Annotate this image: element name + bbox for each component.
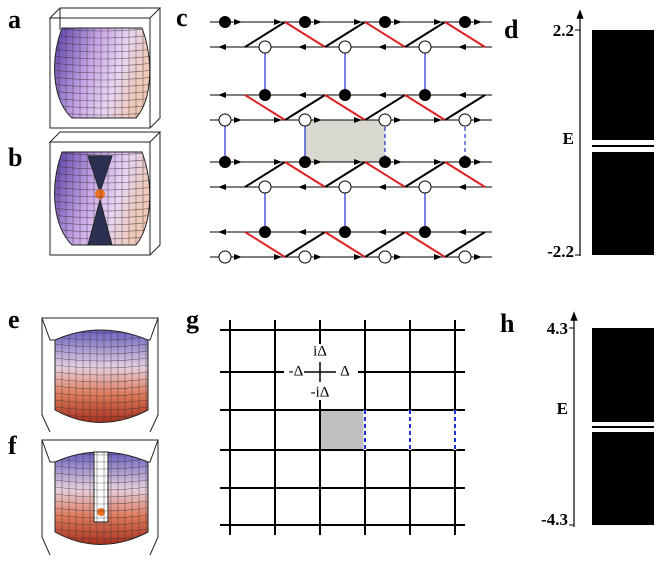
hopping-label: iΔ xyxy=(313,343,327,359)
panel-label: h xyxy=(500,309,515,338)
band xyxy=(592,432,654,525)
site xyxy=(419,181,431,193)
site xyxy=(299,114,311,126)
spectrum-axis-label: E xyxy=(563,129,574,148)
site xyxy=(259,89,271,101)
panel-label: a xyxy=(8,5,21,34)
site xyxy=(259,41,271,53)
site xyxy=(379,251,391,263)
node-dot xyxy=(95,189,105,199)
panel-label: b xyxy=(8,143,22,172)
hopping-label: -iΔ xyxy=(311,384,330,400)
site xyxy=(379,114,391,126)
site xyxy=(379,16,391,28)
site xyxy=(419,41,431,53)
band xyxy=(592,30,654,140)
site xyxy=(339,226,351,238)
spectra xyxy=(569,14,654,527)
surfaces xyxy=(42,8,160,563)
site xyxy=(339,41,351,53)
site xyxy=(299,16,311,28)
hopping-label: -Δ xyxy=(289,363,304,379)
site xyxy=(219,16,231,28)
site xyxy=(379,156,391,168)
site xyxy=(339,89,351,101)
site xyxy=(419,89,431,101)
mesh-line xyxy=(55,428,148,431)
spectrum-bottom-label: -2.2 xyxy=(547,242,574,261)
lattice xyxy=(210,16,492,263)
site xyxy=(259,226,271,238)
site xyxy=(259,181,271,193)
panel-label: g xyxy=(186,305,199,334)
unit-cell xyxy=(305,120,385,162)
panel-label: c xyxy=(176,3,188,32)
site xyxy=(219,156,231,168)
figure: a b c d e f g h 2.2 E -2.2 4.3 E -4.3 iΔ… xyxy=(0,0,665,563)
site xyxy=(219,114,231,126)
spectrum-axis-label: E xyxy=(557,399,568,418)
unit-cell xyxy=(320,410,365,450)
spectrum-bottom-label: -4.3 xyxy=(541,510,568,529)
band xyxy=(592,152,654,255)
site xyxy=(299,156,311,168)
mesh-line xyxy=(55,550,148,553)
site xyxy=(219,251,231,263)
site xyxy=(459,251,471,263)
panel-label: d xyxy=(504,15,519,44)
panel-label: e xyxy=(8,305,20,334)
panel-label: f xyxy=(8,431,17,460)
site xyxy=(459,16,471,28)
site xyxy=(459,156,471,168)
band xyxy=(592,328,654,422)
site xyxy=(459,114,471,126)
spectrum-top-label: 4.3 xyxy=(547,319,568,338)
site xyxy=(419,226,431,238)
spectrum-top-label: 2.2 xyxy=(553,21,574,40)
hopping-label: Δ xyxy=(340,363,350,379)
site xyxy=(299,251,311,263)
site xyxy=(339,181,351,193)
